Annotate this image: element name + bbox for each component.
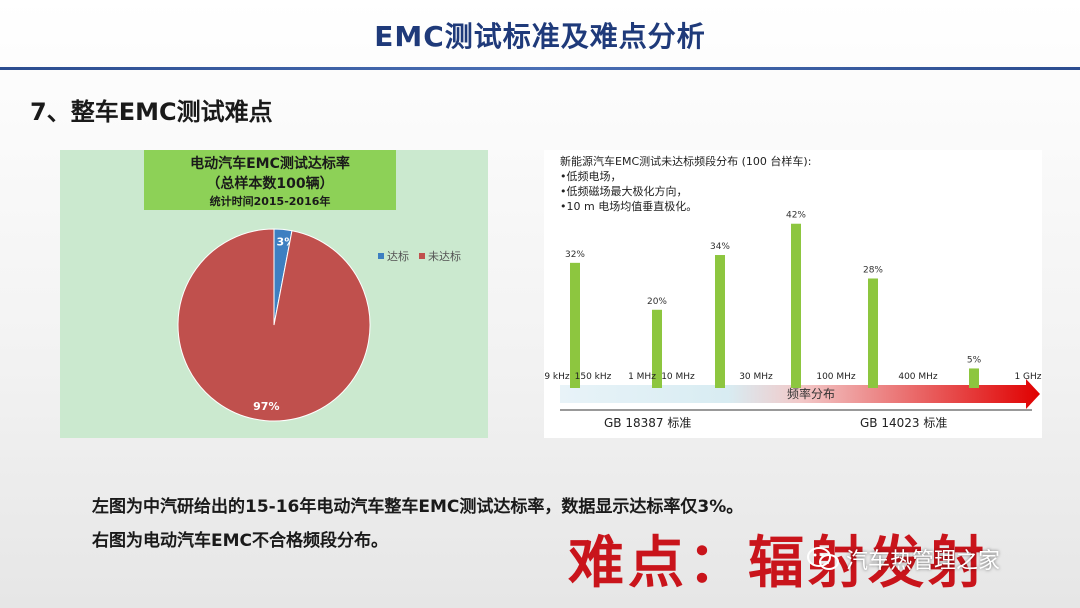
legend-swatch-pass <box>378 253 384 259</box>
x-tick-1: 150 kHz <box>575 372 612 382</box>
legend-item-fail: 未达标 <box>419 248 461 264</box>
pie-label-1: 97% <box>253 400 279 413</box>
watermark: 汽车热管理之家 <box>806 543 1000 575</box>
x-tick-6: 400 MHz <box>898 372 938 382</box>
pie-legend: 达标 未达标 <box>378 248 461 264</box>
x-tick-5: 100 MHz <box>816 372 856 382</box>
legend-swatch-fail <box>419 253 425 259</box>
x-tick-3: 10 MHz <box>661 372 695 382</box>
bar-3 <box>791 223 801 388</box>
legend-item-pass: 达标 <box>378 248 409 264</box>
pie-period: 统计时间2015-2016年 <box>209 195 331 208</box>
note-line-1: 新能源汽车EMC测试未达标频段分布 (100 台样车): <box>560 155 812 168</box>
description: 左图为中汽研给出的15-16年电动汽车整车EMC测试达标率，数据显示达标率仅3%… <box>92 490 743 558</box>
header-divider <box>0 67 1080 70</box>
bar-chart-notes: 新能源汽车EMC测试未达标频段分布 (100 台样车): •低频电场， •低频磁… <box>560 154 811 214</box>
description-line-1: 左图为中汽研给出的15-16年电动汽车整车EMC测试达标率，数据显示达标率仅3%… <box>92 497 744 517</box>
standard-left-label: GB 18387 标准 <box>604 416 691 430</box>
page-header: EMC测试标准及难点分析 <box>0 0 1080 70</box>
pie-title: 电动汽车EMC测试达标率 <box>190 156 350 172</box>
bar-label-4: 28% <box>863 265 883 275</box>
bar-label-5: 5% <box>967 355 982 365</box>
x-tick-2: 1 MHz <box>628 372 656 382</box>
note-line-4: •10 m 电场均值垂直极化。 <box>560 200 698 213</box>
bar-label-2: 34% <box>710 242 730 252</box>
watermark-text: 汽车热管理之家 <box>846 549 1001 574</box>
bar-2 <box>715 255 725 388</box>
bar-1 <box>652 309 662 388</box>
page-title: EMC测试标准及难点分析 <box>374 20 706 53</box>
note-line-3: •低频磁场最大极化方向， <box>560 185 688 198</box>
bar-chart: 频率分布 GB 18387 标准 GB 14023 标准 32% 20% 34% 42… <box>544 211 1041 430</box>
note-line-2: •低频电场， <box>560 170 622 183</box>
pie-subtitle: （总样本数100辆） <box>206 176 334 192</box>
bar-5 <box>969 368 979 388</box>
x-tick-0: 9 kHz <box>544 372 570 382</box>
difficulty-stamp: 难点：辐射发射 <box>568 530 988 596</box>
bar-0 <box>570 262 580 388</box>
legend-label-pass: 达标 <box>387 250 409 263</box>
pie-chart: 3%97% <box>177 228 371 422</box>
wechat-icon <box>807 547 839 570</box>
frequency-axis-arrow <box>560 379 1040 409</box>
x-tick-labels: 9 kHz 150 kHz 1 MHz 10 MHz 30 MHz 100 MHz 400 … <box>544 372 1041 382</box>
failure-band-chart: 新能源汽车EMC测试未达标频段分布 (100 台样车): •低频电场， •低频磁… <box>544 150 1042 438</box>
bar-label-1: 20% <box>647 297 667 307</box>
x-tick-7: 1 GHz <box>1014 372 1041 382</box>
bar-4 <box>868 278 878 388</box>
description-line-2: 右图为电动汽车EMC不合格频段分布。 <box>92 531 389 551</box>
pass-rate-chart: 电动汽车EMC测试达标率 （总样本数100辆） 统计时间2015-2016年 达… <box>60 150 488 438</box>
pie-title-box: 电动汽车EMC测试达标率 （总样本数100辆） 统计时间2015-2016年 <box>144 150 396 210</box>
bar-series: 32% 20% 34% 42% 28% 5% <box>565 211 982 388</box>
pie-slice-1 <box>177 228 371 422</box>
legend-label-fail: 未达标 <box>428 250 461 263</box>
bar-label-0: 32% <box>565 250 585 260</box>
x-tick-4: 30 MHz <box>739 372 773 382</box>
standard-right-label: GB 14023 标准 <box>860 416 947 430</box>
bar-label-3: 42% <box>786 211 806 221</box>
section-title: 7、整车EMC测试难点 <box>30 98 273 126</box>
axis-caption: 频率分布 <box>787 386 835 401</box>
